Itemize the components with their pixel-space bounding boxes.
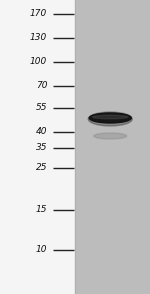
Bar — [0, 0, 75, 294]
Ellipse shape — [92, 115, 128, 119]
Ellipse shape — [88, 112, 132, 126]
Text: 40: 40 — [36, 128, 47, 136]
Ellipse shape — [89, 113, 131, 123]
Text: 70: 70 — [36, 81, 47, 91]
Bar — [75, 0, 150, 294]
Text: 25: 25 — [36, 163, 47, 173]
Text: 15: 15 — [36, 206, 47, 215]
Text: 35: 35 — [36, 143, 47, 153]
Text: 55: 55 — [36, 103, 47, 113]
Text: 130: 130 — [30, 34, 47, 43]
Text: 100: 100 — [30, 58, 47, 66]
Ellipse shape — [94, 133, 127, 139]
Text: 10: 10 — [36, 245, 47, 255]
Text: 170: 170 — [30, 9, 47, 19]
